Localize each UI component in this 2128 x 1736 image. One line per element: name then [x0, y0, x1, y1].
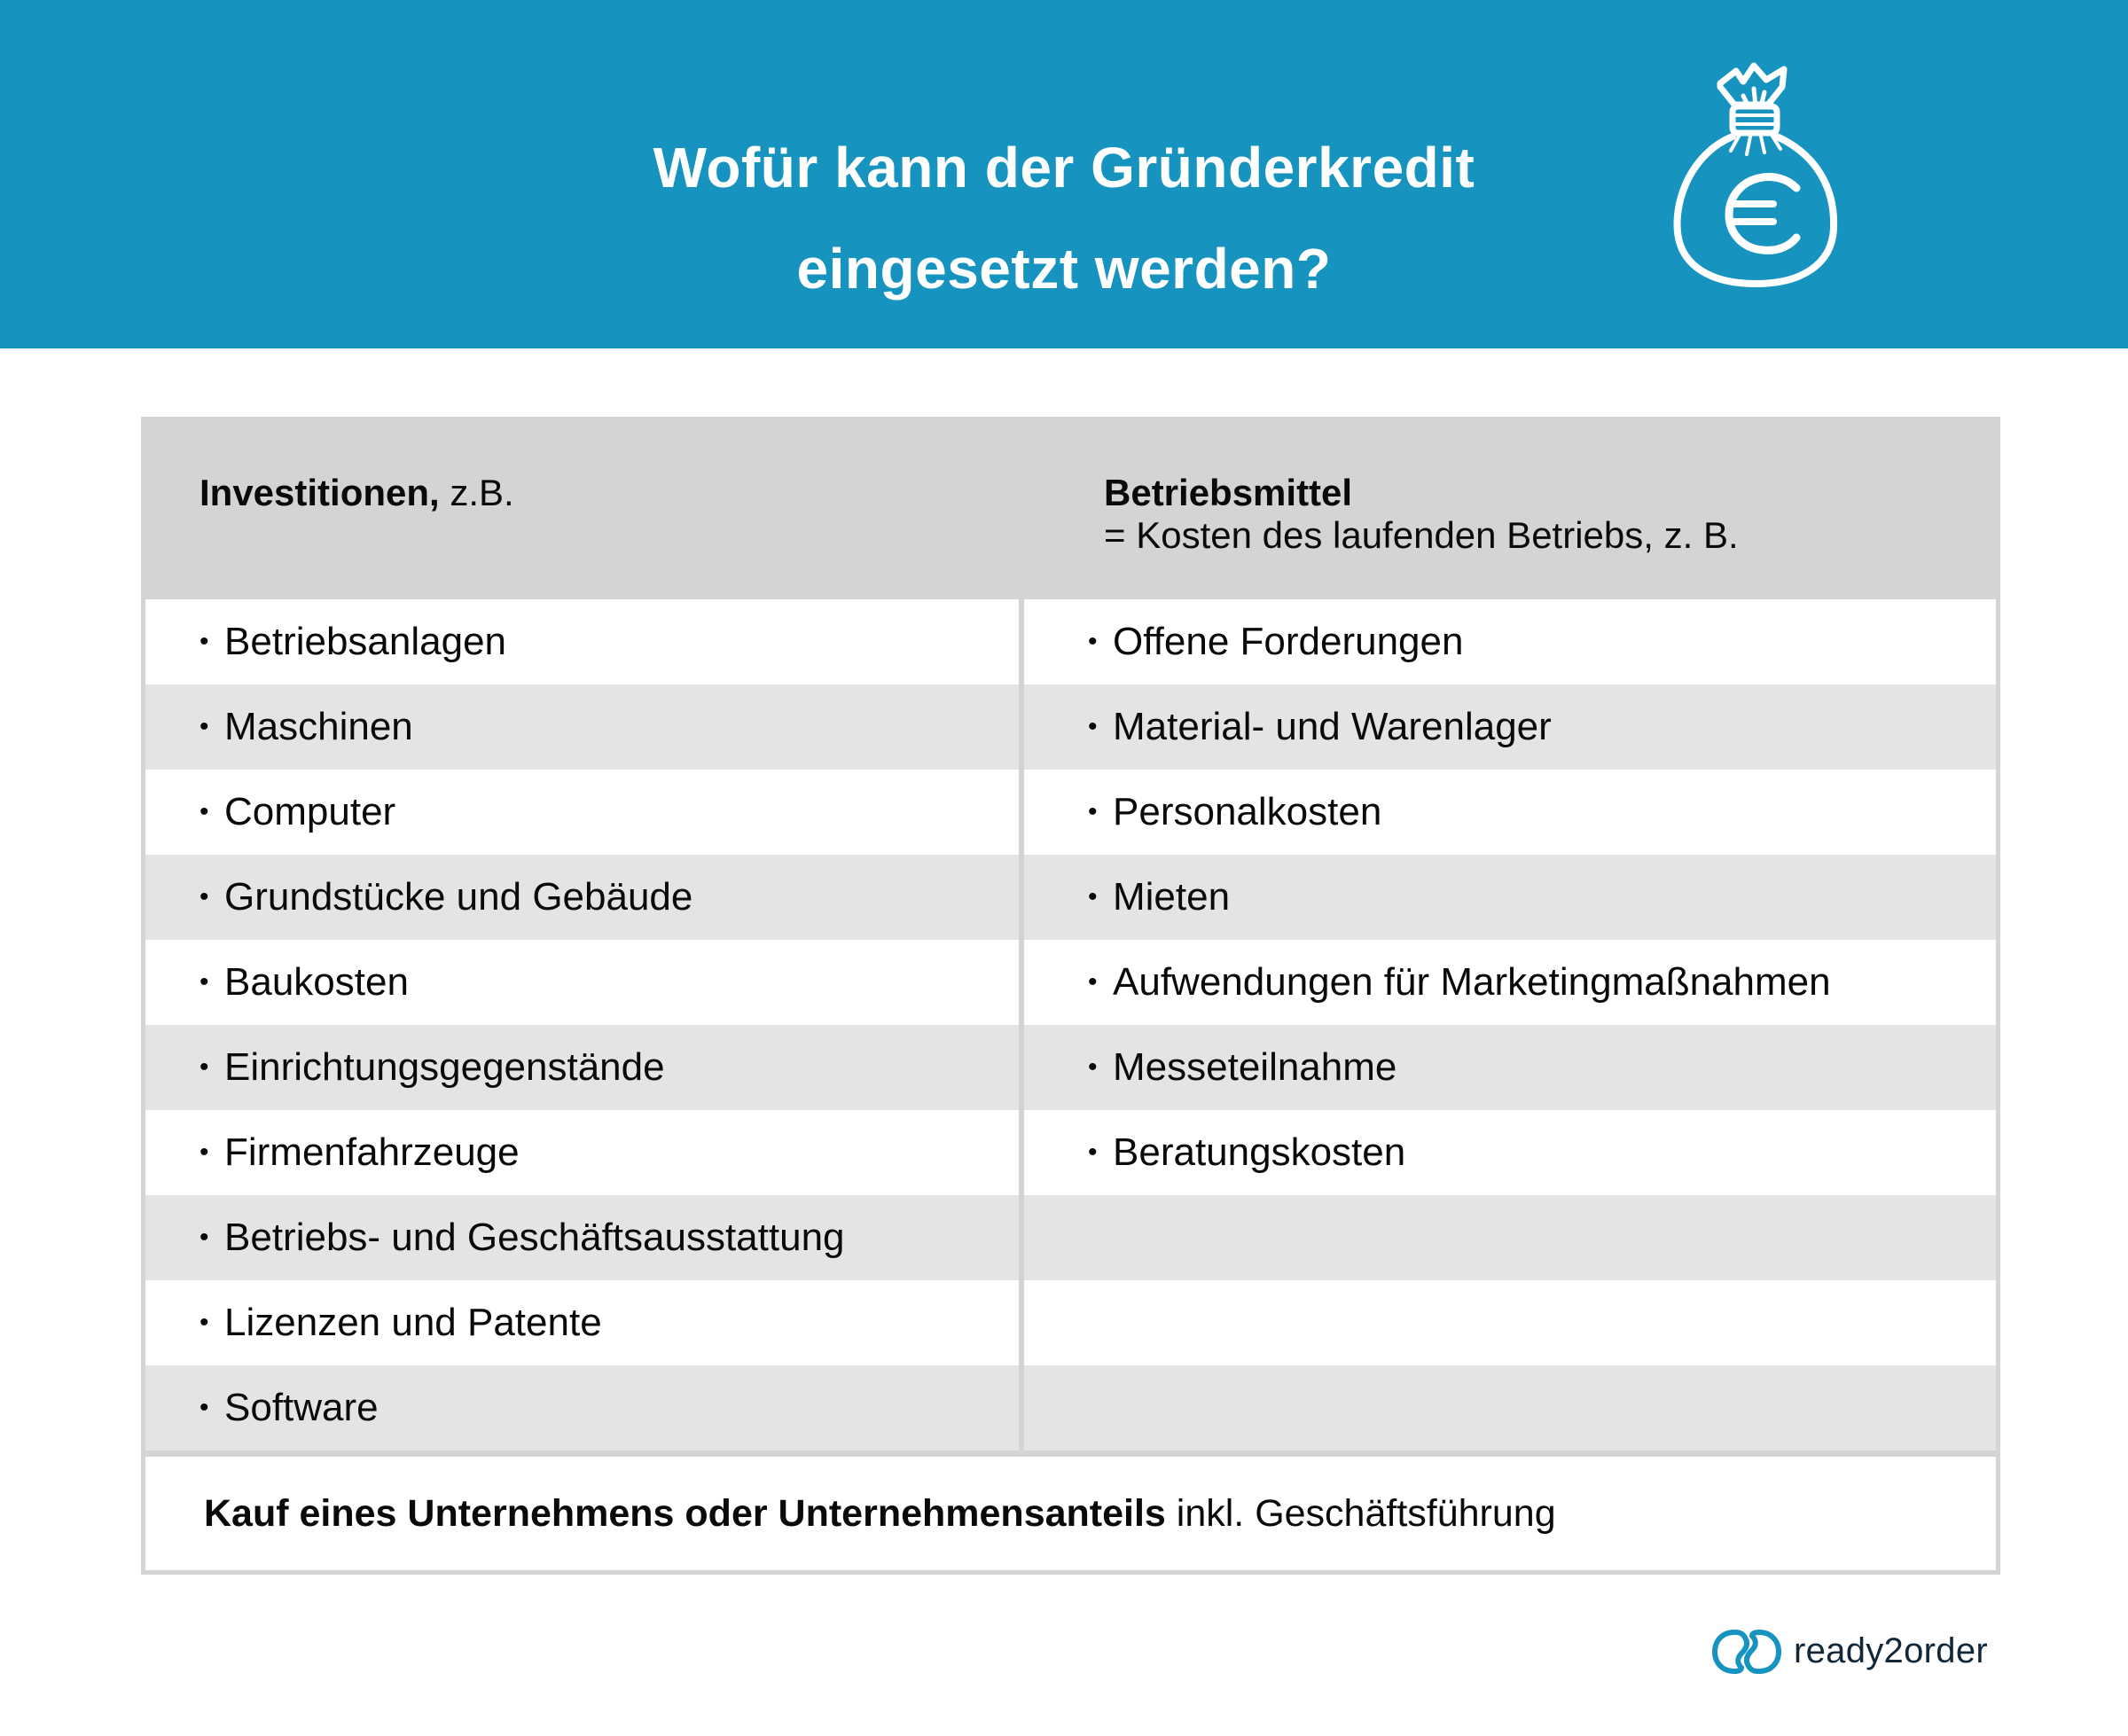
- list-item-betriebsmittel: • Material- und Warenlager: [1088, 684, 1552, 770]
- table-header: Investitionen, z.B. Betriebsmittel = Kos…: [141, 417, 2000, 599]
- bullet-icon: •: [200, 797, 209, 826]
- list-item-investition: • Betriebs- und Geschäftsausstattung: [200, 1195, 845, 1280]
- list-item-investition: • Lizenzen und Patente: [200, 1280, 602, 1365]
- header-investitionen-suffix: z.B.: [439, 472, 514, 513]
- item-label: Betriebsanlagen: [224, 620, 507, 663]
- column-divider: [1019, 599, 1024, 1461]
- table-row: • Betriebs- und Geschäftsausstattung: [145, 1195, 1996, 1280]
- title-line-1: Wofür kann der Gründerkredit: [653, 136, 1475, 199]
- list-item-investition: • Grundstücke und Gebäude: [200, 855, 692, 940]
- item-label: Beratungskosten: [1113, 1130, 1406, 1174]
- ready2order-logo-icon: [1711, 1629, 1782, 1675]
- footer-note-suffix: inkl. Geschäftsführung: [1165, 1492, 1556, 1535]
- table-body: • Betriebsanlagen • Offene Forderungen • Ma…: [145, 599, 1996, 1451]
- bullet-icon: •: [200, 1138, 209, 1167]
- bullet-icon: •: [1088, 797, 1098, 826]
- list-item-betriebsmittel: • Mieten: [1088, 855, 1230, 940]
- item-label: Einrichtungsgegenstände: [224, 1045, 665, 1089]
- table-row: • Baukosten • Aufwendungen für Marketingma…: [145, 940, 1996, 1025]
- bullet-icon: •: [1088, 967, 1098, 997]
- logo-wordmark: ready2order: [1794, 1631, 1988, 1670]
- table-row: • Einrichtungsgegenstände • Messeteilnahme: [145, 1025, 1996, 1110]
- item-label: Mieten: [1113, 875, 1231, 919]
- item-label: Personalkosten: [1113, 790, 1382, 833]
- list-item-betriebsmittel: • Personalkosten: [1088, 770, 1381, 855]
- brand-logo: ready2order: [1711, 1625, 2004, 1678]
- item-label: Lizenzen und Patente: [224, 1301, 602, 1344]
- item-label: Maschinen: [224, 705, 413, 748]
- header-investitionen: Investitionen, z.B.: [200, 472, 514, 514]
- usage-table: Investitionen, z.B. Betriebsmittel = Kos…: [141, 417, 2000, 1575]
- list-item-betriebsmittel: • Beratungskosten: [1088, 1110, 1405, 1195]
- table-row: • Lizenzen und Patente: [145, 1280, 1996, 1365]
- list-item-investition: • Software: [200, 1365, 379, 1451]
- header-banner: Wofür kann der Gründerkredit eingesetzt …: [0, 0, 2128, 348]
- list-item-investition: • Firmenfahrzeuge: [200, 1110, 520, 1195]
- footer-divider: [145, 1451, 1996, 1457]
- table-footer: Kauf eines Unternehmens oder Unternehmen…: [145, 1457, 1996, 1570]
- list-item-investition: • Baukosten: [200, 940, 409, 1025]
- item-label: Firmenfahrzeuge: [224, 1130, 520, 1174]
- bullet-icon: •: [1088, 882, 1098, 911]
- bullet-icon: •: [200, 882, 209, 911]
- header-betriebsmittel-subtitle: = Kosten des laufenden Betriebs, z. B.: [1104, 514, 1739, 556]
- list-item-betriebsmittel: • Offene Forderungen: [1088, 599, 1463, 684]
- bullet-icon: •: [200, 1223, 209, 1252]
- item-label: Grundstücke und Gebäude: [224, 875, 693, 919]
- item-label: Offene Forderungen: [1113, 620, 1464, 663]
- item-label: Material- und Warenlager: [1113, 705, 1552, 748]
- bullet-icon: •: [1088, 712, 1098, 741]
- list-item-investition: • Computer: [200, 770, 395, 855]
- table-row: • Software: [145, 1365, 1996, 1451]
- item-label: Betriebs- und Geschäftsausstattung: [224, 1216, 845, 1259]
- list-item-investition: • Betriebsanlagen: [200, 599, 506, 684]
- table-row: • Grundstücke und Gebäude • Mieten: [145, 855, 1996, 940]
- table-row: • Betriebsanlagen • Offene Forderungen: [145, 599, 1996, 684]
- list-item-betriebsmittel: • Messeteilnahme: [1088, 1025, 1396, 1110]
- bullet-icon: •: [200, 1052, 209, 1082]
- bullet-icon: •: [200, 967, 209, 997]
- header-investitionen-bold: Investitionen,: [200, 472, 440, 513]
- table-row: • Maschinen • Material- und Warenlager: [145, 684, 1996, 770]
- item-label: Baukosten: [224, 960, 409, 1004]
- item-label: Messeteilnahme: [1113, 1045, 1397, 1089]
- item-label: Aufwendungen für Marketingmaßnahmen: [1113, 960, 1831, 1004]
- list-item-investition: • Maschinen: [200, 684, 413, 770]
- table-row: • Computer • Personalkosten: [145, 770, 1996, 855]
- header-betriebsmittel-bold: Betriebsmittel: [1104, 472, 1353, 513]
- bullet-icon: •: [1088, 627, 1098, 656]
- bullet-icon: •: [200, 712, 209, 741]
- title-line-2: eingesetzt werden?: [796, 237, 1332, 301]
- footer-note-bold: Kauf eines Unternehmens oder Unternehmen…: [204, 1492, 1166, 1535]
- bullet-icon: •: [200, 627, 209, 656]
- bullet-icon: •: [1088, 1052, 1098, 1082]
- item-label: Software: [224, 1386, 379, 1429]
- table-row: • Firmenfahrzeuge • Beratungskosten: [145, 1110, 1996, 1195]
- item-label: Computer: [224, 790, 396, 833]
- page-title: Wofür kann der Gründerkredit eingesetzt …: [497, 117, 1631, 319]
- money-bag-euro-icon: [1658, 55, 1853, 294]
- bullet-icon: •: [200, 1308, 209, 1337]
- list-item-betriebsmittel: • Aufwendungen für Marketingmaßnahmen: [1088, 940, 1831, 1025]
- bullet-icon: •: [200, 1393, 209, 1422]
- bullet-icon: •: [1088, 1138, 1098, 1167]
- header-betriebsmittel: Betriebsmittel = Kosten des laufenden Be…: [1104, 472, 1739, 557]
- list-item-investition: • Einrichtungsgegenstände: [200, 1025, 665, 1110]
- footer-note: Kauf eines Unternehmens oder Unternehmen…: [204, 1457, 1556, 1570]
